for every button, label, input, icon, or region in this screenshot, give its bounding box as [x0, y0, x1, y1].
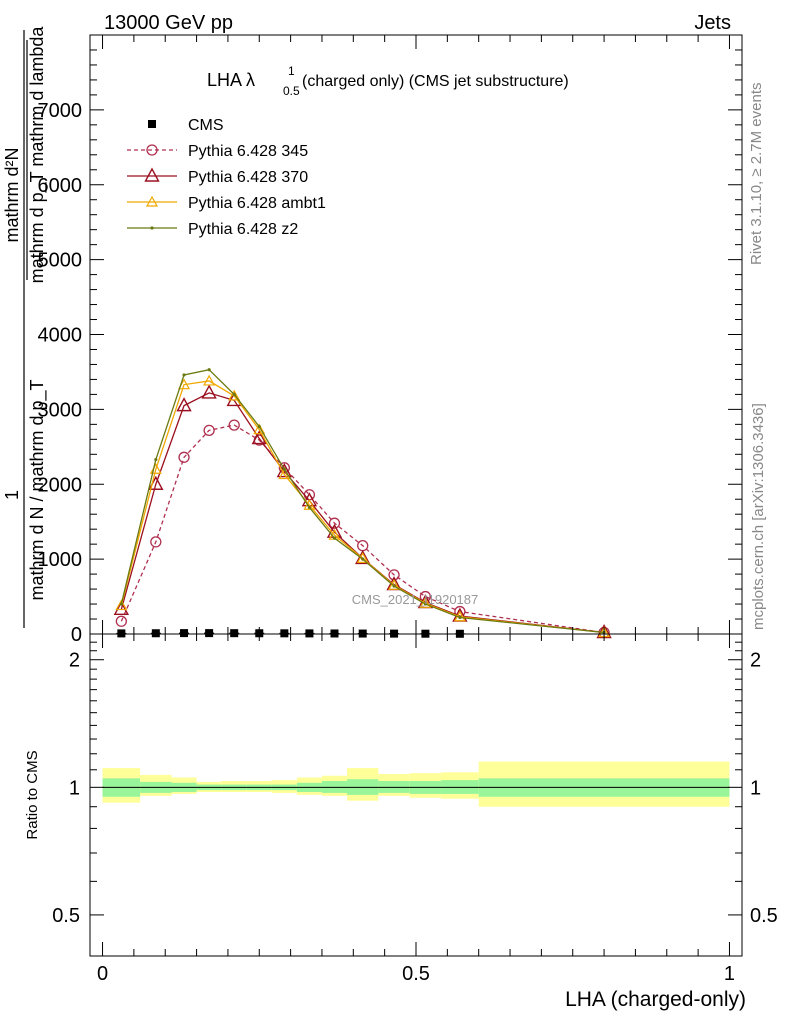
legend-entry-2: Pythia 6.428 370	[127, 167, 308, 186]
legend-entry-1: Pythia 6.428 345	[127, 143, 308, 160]
data-point-z2	[119, 602, 123, 606]
watermark: CMS_2021_I1920187	[352, 592, 479, 607]
title-sup: 1	[288, 64, 295, 78]
data-point-345	[228, 419, 240, 431]
data-point-370	[201, 384, 217, 399]
data-point-370	[251, 430, 267, 445]
header-left: 13000 GeV pp	[104, 12, 233, 34]
ratio-y-tick-label: 0.5	[52, 905, 80, 927]
x-tick-label: 1	[724, 963, 735, 985]
data-point-cms	[330, 629, 339, 638]
title-rest: (charged only) (CMS jet substructure)	[302, 73, 569, 90]
y-tick-label: 1000	[38, 549, 83, 571]
series-line	[120, 424, 605, 634]
x-tick-label: 0.5	[402, 963, 430, 985]
data-point-ambt1	[253, 423, 266, 435]
data-point-z2	[232, 392, 236, 396]
legend: CMS Pythia 6.428 345 Pythia 6.428 370 Pythi…	[127, 117, 326, 238]
legend-label: Pythia 6.428 345	[188, 143, 308, 160]
series-4	[119, 368, 606, 635]
y-tick-label: 2000	[38, 474, 83, 496]
data-point-cms	[151, 629, 160, 638]
data-point-cms	[230, 629, 239, 638]
data-point-ambt1	[145, 195, 159, 207]
ylabel-den: mathrm d p_T mathrm d lambda	[27, 26, 48, 284]
legend-label: Pythia 6.428 370	[188, 169, 308, 186]
y-tick-label: 7000	[38, 100, 83, 122]
data-point-cms	[205, 629, 214, 638]
data-point-z2	[154, 457, 158, 462]
title-main: LHA λ	[207, 70, 255, 90]
ylabel-frac-den: mathrm d N / mathrm d p_T	[27, 379, 48, 600]
x-tick-label: 0	[97, 963, 108, 985]
data-point-345	[150, 536, 162, 548]
data-point-370	[113, 600, 130, 615]
data-point-345	[178, 451, 190, 463]
data-point-345	[419, 590, 432, 603]
data-point-z2	[150, 226, 154, 230]
data-point-345	[146, 144, 158, 156]
data-point-cms	[180, 629, 189, 638]
data-point-z2	[182, 373, 186, 377]
data-point-cms	[305, 629, 314, 638]
main-ylabel: 1 mathrm d N / mathrm d p_T mathrm d²N m…	[2, 26, 48, 628]
data-point-z2	[332, 536, 337, 540]
y-tick-label: 4000	[38, 325, 83, 347]
y-tick-label: 5000	[38, 250, 83, 272]
ratio-y-tick-label: 1	[69, 777, 80, 799]
rivet-label: Rivet 3.1.10, ≥ 2.7M events	[748, 83, 765, 266]
legend-label: CMS	[188, 117, 224, 134]
data-point-z2	[458, 615, 462, 620]
data-point-370	[176, 397, 192, 412]
ratio-y-tick-label-right: 0.5	[750, 905, 778, 927]
data-point-cms	[148, 120, 156, 128]
data-point-z2	[361, 557, 365, 561]
ylabel-num: mathrm d²N	[2, 147, 22, 242]
data-point-345	[115, 615, 127, 627]
data-point-370	[276, 463, 293, 478]
legend-entry-4: Pythia 6.428 z2	[127, 221, 298, 238]
title-sub: 0.5	[283, 84, 300, 98]
y-tick-label: 3000	[38, 399, 83, 421]
y-tick-label: 0	[71, 624, 82, 646]
data-point-345	[328, 517, 341, 529]
data-point-z2	[423, 602, 428, 606]
data-point-z2	[307, 505, 312, 510]
ratio-y-tick-label-right: 1	[750, 777, 761, 799]
legend-label: Pythia 6.428 ambt1	[188, 195, 326, 212]
legend-entry-0: CMS	[148, 117, 224, 134]
ylabel-frac-num: 1	[2, 490, 22, 500]
data-point-ambt1	[203, 374, 216, 386]
x-axis-label: LHA (charged-only)	[565, 988, 746, 1011]
ratio-ylabel: Ratio to CMS	[24, 750, 41, 839]
main-title: LHA λ 1 0.5 (charged only) (CMS jet subs…	[207, 64, 569, 98]
data-point-z2	[282, 467, 286, 471]
data-point-ambt1	[115, 599, 128, 611]
data-point-ambt1	[228, 389, 241, 401]
data-point-z2	[257, 424, 261, 429]
data-point-z2	[392, 584, 396, 588]
data-point-ambt1	[388, 579, 401, 590]
data-point-cms	[117, 629, 126, 638]
series-1	[115, 419, 610, 639]
data-point-370	[144, 167, 160, 182]
ratio-plot: 0.5 0.5 1 1 2 2 0 0.5 1 Ratio to CMS	[24, 633, 778, 985]
header-right: Jets	[694, 12, 731, 34]
data-point-cms	[280, 629, 289, 638]
mcplots-label: mcplots.cern.ch [arXiv:1306.3436]	[750, 403, 767, 630]
legend-entry-3: Pythia 6.428 ambt1	[127, 195, 326, 212]
series-line	[120, 368, 605, 634]
legend-label: Pythia 6.428 z2	[188, 221, 298, 238]
data-point-z2	[207, 368, 211, 372]
ratio-y-tick-label-right: 2	[750, 650, 761, 672]
data-point-345	[203, 424, 215, 436]
data-point-345	[278, 462, 290, 474]
ratio-y-tick-label: 2	[69, 650, 80, 672]
main-plot: 0 1000 2000 3000 4000 5000 6000 7000 CMS_2021_I…	[2, 26, 743, 646]
y-tick-label: 6000	[38, 175, 83, 197]
